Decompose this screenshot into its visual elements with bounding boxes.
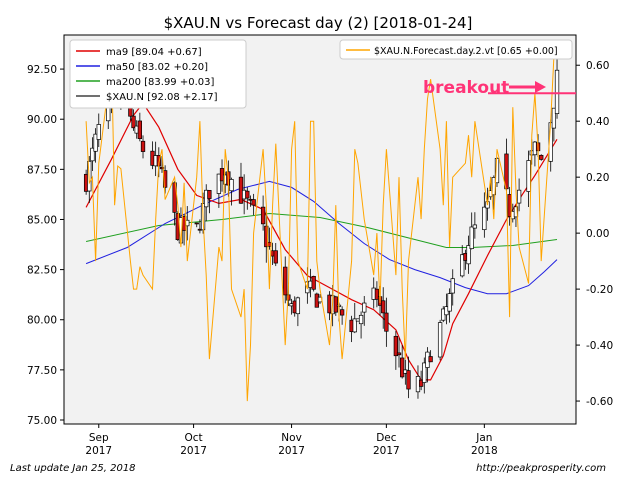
candle-body <box>260 206 266 225</box>
candle-body <box>140 140 146 152</box>
candle-body <box>90 147 95 162</box>
candle-body <box>551 107 557 129</box>
candle-body <box>482 206 487 231</box>
right-axis: -0.60 -0.40 -0.20 0.00 0.20 0.40 0.60 <box>576 60 613 408</box>
x-axis-year-label: 2017 <box>278 445 305 457</box>
chart-title: $XAU.N vs Forecast day (2) [2018-01-24] <box>164 14 473 32</box>
candle-body <box>406 370 411 390</box>
x-axis-month-label: Dec <box>376 432 397 444</box>
left-axis-tick-label: 80.00 <box>27 315 57 327</box>
candle-body <box>384 312 389 332</box>
candle-body <box>460 254 465 277</box>
candle-body <box>207 190 212 199</box>
candle-body <box>374 288 380 300</box>
candle-body <box>333 296 338 313</box>
right-axis-tick-label: -0.20 <box>586 284 613 296</box>
legend-xau-label: $XAU.N [92.08 +2.17] <box>106 92 218 103</box>
candle-body <box>96 124 101 140</box>
x-axis-year-label: 2017 <box>373 445 400 457</box>
legend-forecast-label: $XAU.N.Forecast.day.2.vt [0.65 +0.00] <box>374 46 558 57</box>
candle-body <box>273 250 278 264</box>
candle-body <box>466 245 471 265</box>
candle-body <box>418 379 424 387</box>
ma9-line <box>85 102 558 381</box>
left-axis-tick-label: 85.00 <box>27 214 57 226</box>
candle-body <box>396 352 402 356</box>
candle-body <box>513 206 519 218</box>
left-axis-tick-label: 92.50 <box>27 64 57 76</box>
candle-body <box>539 154 544 160</box>
right-axis-tick-label: 0.20 <box>586 172 609 184</box>
candle-body <box>450 278 455 294</box>
candle-body <box>358 314 364 325</box>
x-axis-year-label: 2017 <box>180 445 207 457</box>
candle-body <box>264 225 269 248</box>
candle-body <box>251 199 256 206</box>
right-axis-tick-label: 0.40 <box>586 116 609 128</box>
legend-ma50-label: ma50 [83.02 +0.20] <box>106 62 208 73</box>
left-axis-tick-label: 82.50 <box>27 265 57 277</box>
candle-body <box>428 356 433 363</box>
candle-body <box>526 160 531 192</box>
candle-body <box>381 300 386 314</box>
legend-right-box <box>339 39 573 60</box>
candle-body <box>422 362 427 383</box>
candle-body <box>229 179 234 192</box>
candle-body <box>352 318 357 333</box>
x-axis-year-label: 2018 <box>471 445 498 457</box>
forecast-line <box>85 50 558 402</box>
candle-body <box>159 167 165 170</box>
candle-body <box>339 309 345 316</box>
candle-body <box>137 120 143 140</box>
candle-body <box>400 357 405 378</box>
breakout-annotation: breakout <box>423 78 576 98</box>
candle-body <box>194 222 199 225</box>
candle-body <box>472 224 478 229</box>
candle-body <box>131 115 136 129</box>
candle-body <box>295 297 301 315</box>
x-axis-month-label: Sep <box>89 432 109 444</box>
footer-source-url: http://peakprosperity.com <box>476 463 606 474</box>
candle-body <box>554 69 560 115</box>
right-axis-tick-label: -0.60 <box>586 396 613 408</box>
legend-left: ma9 [89.04 +0.67] ma50 [83.02 +0.20] ma2… <box>69 39 247 109</box>
right-axis-tick-label: 0.00 <box>586 228 609 240</box>
left-axis: 75.00 77.50 80.00 82.50 85.00 87.50 90.00 92.50 <box>27 64 64 427</box>
candle-body <box>283 266 288 296</box>
legend-ma200-label: ma200 [83.99 +0.03] <box>106 77 214 88</box>
candle-body <box>311 275 316 290</box>
breakout-arrow-head <box>535 81 546 93</box>
x-axis-month-label: Jan <box>475 432 492 444</box>
candle-body <box>362 302 367 313</box>
legend-right: $XAU.N.Forecast.day.2.vt [0.65 +0.00] <box>339 39 573 60</box>
x-axis-month-label: Nov <box>281 432 302 444</box>
left-axis-tick-label: 77.50 <box>27 365 57 377</box>
candle-body <box>393 335 399 357</box>
candle-body <box>447 293 452 312</box>
candle-body <box>516 189 522 204</box>
forecast-series <box>85 50 558 402</box>
left-axis-tick-label: 87.50 <box>27 164 57 176</box>
candle-body <box>216 173 222 194</box>
legend-ma9-label: ma9 [89.04 +0.67] <box>106 47 202 58</box>
breakout-label: breakout <box>423 78 509 98</box>
candle-body <box>93 133 98 152</box>
candle-body <box>245 190 250 199</box>
candle-body <box>172 182 177 213</box>
x-axis-year-label: 2017 <box>85 445 112 457</box>
left-axis-tick-label: 75.00 <box>27 415 57 427</box>
candle-body <box>469 226 474 250</box>
footer-last-update: Last update Jan 25, 2018 <box>10 463 136 474</box>
right-axis-tick-label: -0.40 <box>586 340 613 352</box>
right-axis-tick-label: 0.60 <box>586 60 609 72</box>
left-axis-tick-label: 90.00 <box>27 114 57 126</box>
legend-left-box <box>69 39 247 109</box>
candle-body <box>437 322 443 358</box>
x-axis-month-label: Oct <box>185 432 203 444</box>
